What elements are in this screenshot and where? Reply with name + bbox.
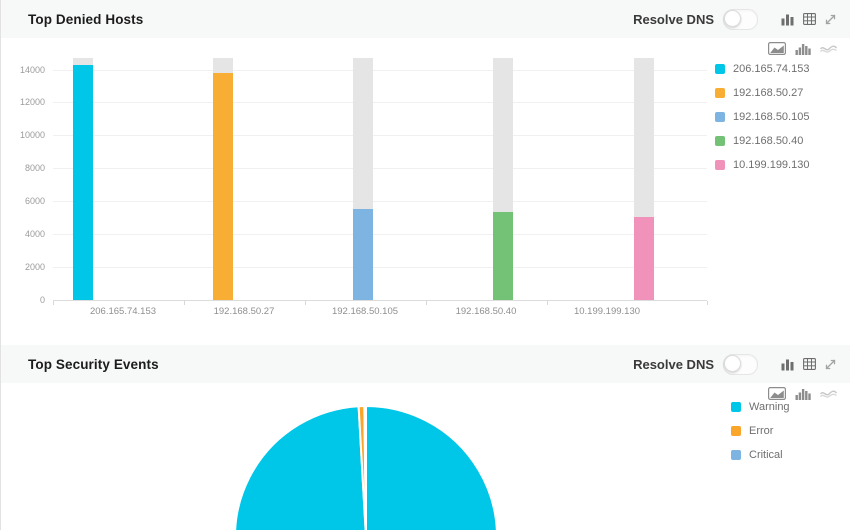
bar-chart: 206.165.74.153 192.168.50.27 192.168.50.10… — [1, 38, 850, 332]
pie-chart: Warning Error Critical — [1, 383, 850, 530]
bar-192-168-50-27[interactable] — [213, 72, 233, 300]
y-axis-tick-label: 12000 — [19, 97, 45, 108]
bar-192-168-50-105[interactable] — [353, 209, 373, 300]
x-axis-category-label: 192.168.50.105 — [331, 306, 399, 317]
x-axis-tick — [305, 301, 306, 305]
line-chart-icon[interactable] — [820, 43, 837, 54]
table-view-icon[interactable] — [803, 358, 816, 370]
legend-label: Critical — [749, 448, 783, 461]
legend-swatch — [731, 401, 741, 412]
legend-item[interactable]: Warning — [731, 400, 790, 413]
x-axis-category-label: 10.199.199.130 — [573, 306, 641, 317]
y-axis-tick-label: 0 — [39, 295, 45, 305]
legend-swatch — [715, 63, 725, 74]
toggle-knob — [724, 9, 741, 27]
legend-swatch — [715, 135, 725, 146]
table-view-icon[interactable] — [803, 13, 816, 25]
pie-slice-critical[interactable] — [363, 404, 367, 530]
toggle-knob — [724, 354, 741, 372]
page-title-security-events: Top Security Events — [28, 356, 159, 372]
chart-type-switcher — [768, 42, 837, 55]
pie-svg — [234, 404, 498, 530]
gridline — [53, 234, 707, 236]
y-axis-tick-label: 14000 — [19, 64, 45, 75]
bar-chart-view-icon[interactable] — [781, 358, 794, 371]
area-chart-icon[interactable] — [768, 387, 786, 400]
legend-item[interactable]: Critical — [731, 448, 790, 461]
header-controls: Resolve DNS — [633, 353, 836, 375]
x-axis-category-label: 206.165.74.153 — [89, 306, 157, 317]
expand-icon[interactable] — [825, 14, 836, 25]
legend-swatch — [715, 159, 725, 170]
bar-chart-legend: 206.165.74.153 192.168.50.27 192.168.50.10… — [715, 62, 810, 171]
gridline — [53, 168, 707, 170]
y-axis-tick-label: 6000 — [24, 196, 45, 207]
legend-label: 10.199.199.130 — [733, 158, 810, 171]
y-axis-tick-label: 8000 — [24, 163, 45, 174]
x-axis-tick — [707, 301, 708, 305]
legend-item[interactable]: 206.165.74.153 — [715, 62, 810, 75]
legend-swatch — [731, 449, 741, 460]
panel-top-security-events: Top Security Events Resolve DNS — [1, 345, 850, 530]
line-chart-icon[interactable] — [820, 388, 837, 399]
gridline — [53, 201, 707, 203]
bar-206-165-74-153[interactable] — [73, 65, 93, 300]
panel-divider — [1, 332, 850, 345]
legend-item[interactable]: 10.199.199.130 — [715, 158, 810, 171]
legend-label: 192.168.50.40 — [733, 134, 804, 147]
x-axis-line — [53, 300, 707, 301]
gridline — [53, 267, 707, 269]
y-axis-tick-label: 4000 — [24, 229, 45, 240]
resolve-dns-label: Resolve DNS — [633, 356, 714, 372]
legend-swatch — [715, 87, 725, 98]
bar-10-199-199-130[interactable] — [634, 216, 654, 300]
expand-icon[interactable] — [825, 359, 836, 370]
gridline — [53, 102, 707, 104]
header-controls: Resolve DNS — [633, 8, 836, 30]
area-chart-icon[interactable] — [768, 42, 786, 55]
bar-chart-view-icon[interactable] — [781, 13, 794, 26]
legend-swatch — [731, 425, 741, 436]
x-axis-tick — [547, 301, 548, 305]
chart-type-switcher — [768, 387, 837, 400]
legend-label: 192.168.50.27 — [733, 86, 804, 99]
panel-header-security-events: Top Security Events Resolve DNS — [1, 345, 850, 383]
gridline — [53, 69, 707, 71]
resolve-dns-toggle[interactable] — [723, 8, 758, 30]
legend-label: Warning — [749, 400, 790, 413]
legend-item[interactable]: 192.168.50.40 — [715, 134, 809, 147]
x-axis-tick — [426, 301, 427, 305]
y-axis-tick-label: 10000 — [19, 130, 45, 141]
x-axis-tick — [184, 301, 185, 305]
legend-swatch — [715, 111, 725, 122]
gridline — [53, 135, 707, 137]
pie-chart-legend: Warning Error Critical — [731, 400, 790, 461]
resolve-dns-label: Resolve DNS — [633, 11, 714, 27]
panel-top-denied-hosts: Top Denied Hosts Resolve DNS — [1, 0, 850, 332]
y-axis-tick-label: 2000 — [24, 262, 45, 273]
legend-label: 192.168.50.105 — [733, 110, 810, 123]
x-axis-category-label: 192.168.50.27 — [213, 306, 275, 317]
legend-item[interactable]: 192.168.50.105 — [715, 110, 810, 123]
bar-chart-icon[interactable] — [795, 387, 811, 400]
legend-item[interactable]: Error — [731, 424, 790, 437]
legend-label: 206.165.74.153 — [733, 62, 810, 75]
x-axis-category-label: 192.168.50.40 — [455, 306, 517, 317]
panel-header-denied-hosts: Top Denied Hosts Resolve DNS — [1, 0, 850, 38]
resolve-dns-toggle[interactable] — [723, 353, 758, 375]
bar-chart-icon[interactable] — [795, 42, 811, 55]
legend-label: Error — [749, 424, 774, 437]
page-title-denied-hosts: Top Denied Hosts — [28, 11, 144, 27]
bar-192-168-50-40[interactable] — [493, 211, 513, 300]
legend-item[interactable]: 192.168.50.27 — [715, 86, 809, 99]
x-axis-tick — [53, 301, 54, 305]
